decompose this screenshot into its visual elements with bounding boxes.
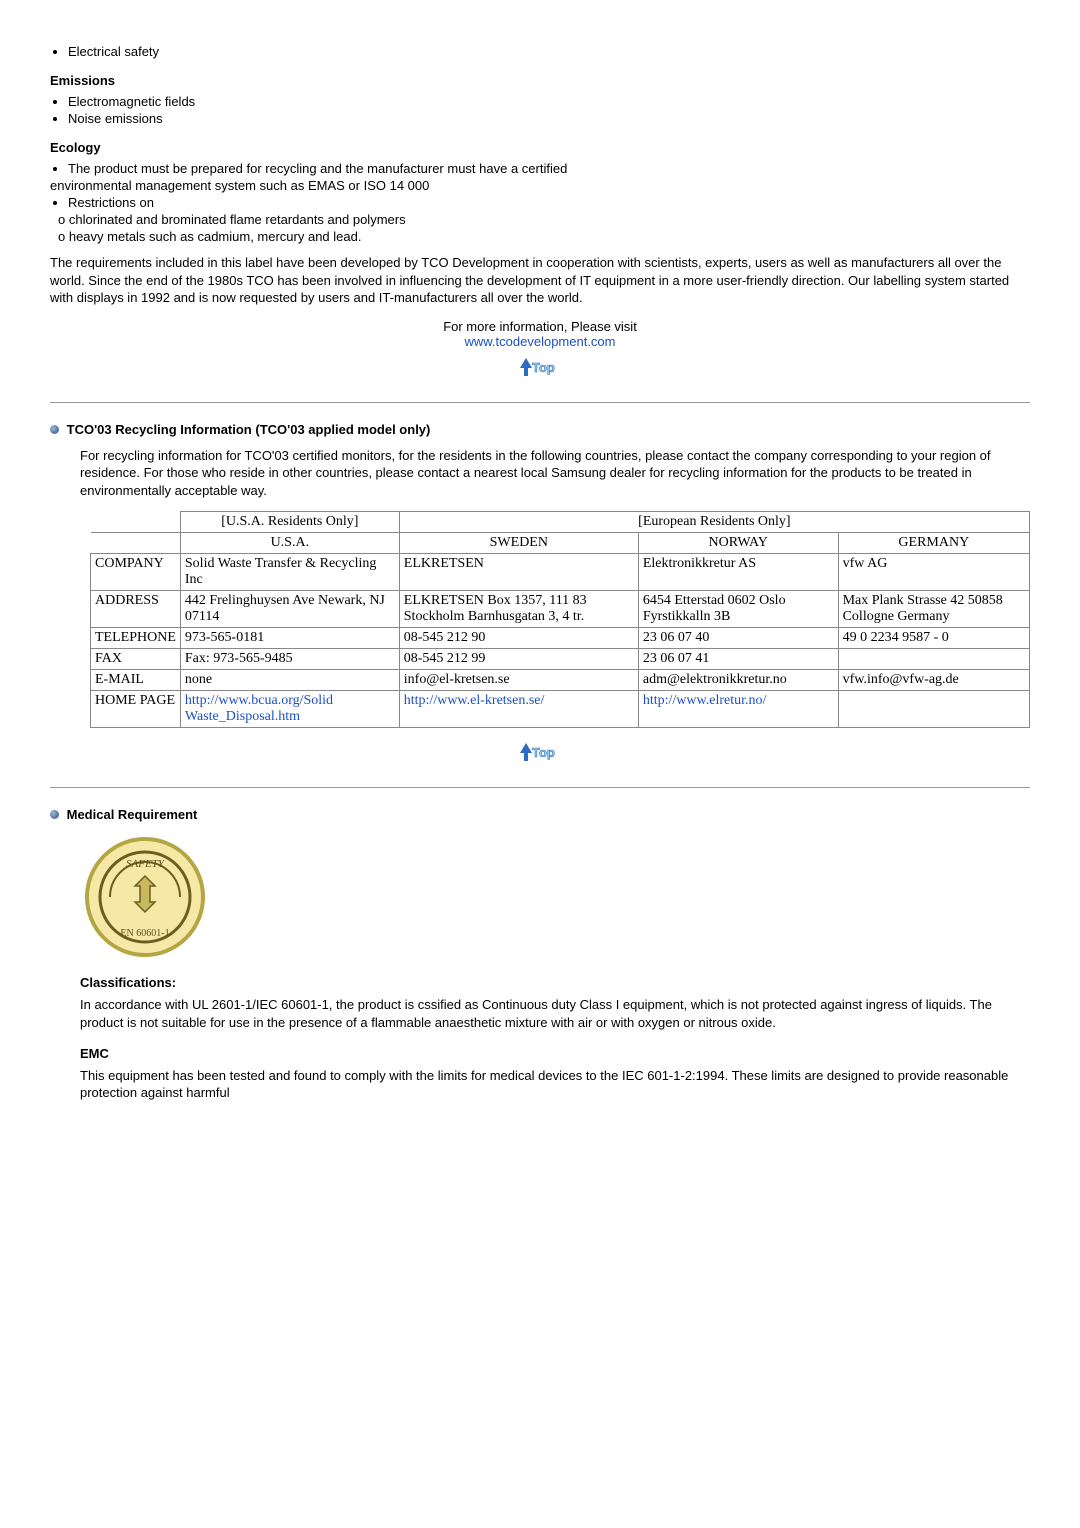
more-info-block: For more information, Please visit www.t… (50, 319, 1030, 384)
tco-link[interactable]: www.tcodevelopment.com (464, 334, 615, 349)
classifications-paragraph: In accordance with UL 2601-1/IEC 60601-1… (80, 996, 1030, 1031)
top-link[interactable]: Top (520, 369, 560, 384)
cell-company-de: vfw AG (838, 554, 1029, 591)
ecology-env-line: environmental management system such as … (50, 178, 1030, 193)
list-item: Electrical safety (68, 44, 1030, 59)
svg-text:SAFETY: SAFETY (126, 858, 166, 870)
row-label-homepage: HOME PAGE (91, 691, 181, 728)
medical-heading: Medical Requirement (50, 806, 1030, 822)
top-arrow-icon: Top (520, 355, 560, 381)
more-info-text: For more information, Please visit (50, 319, 1030, 334)
safety-logo-icon: SAFETY EN 60601-1 (80, 832, 210, 962)
cell-email-se: info@el-kretsen.se (399, 670, 638, 691)
cell-telephone-de: 49 0 2234 9587 - 0 (838, 628, 1029, 649)
cell-fax-us: Fax: 973-565-9485 (180, 649, 399, 670)
bullet-dot-icon (50, 810, 59, 819)
table-header-us: [U.S.A. Residents Only] (180, 512, 399, 533)
table-row: TELEPHONE 973-565-0181 08-545 212 90 23 … (91, 628, 1030, 649)
row-label-company: COMPANY (91, 554, 181, 591)
row-label-telephone: TELEPHONE (91, 628, 181, 649)
cell-fax-se: 08-545 212 99 (399, 649, 638, 670)
emc-paragraph: This equipment has been tested and found… (80, 1067, 1030, 1102)
ecology-sub-item: o chlorinated and brominated flame retar… (58, 212, 1030, 227)
cell-company-se: ELKRETSEN (399, 554, 638, 591)
ecology-sub-list: o chlorinated and brominated flame retar… (58, 212, 1030, 244)
cell-homepage-se: http://www.el-kretsen.se/ (399, 691, 638, 728)
cell-telephone-no: 23 06 07 40 (638, 628, 838, 649)
list-item: The product must be prepared for recycli… (68, 161, 1030, 176)
recycling-paragraph: For recycling information for TCO'03 cer… (80, 447, 1030, 500)
recycling-table: [U.S.A. Residents Only] [European Reside… (90, 511, 1030, 728)
ecology-list-1: The product must be prepared for recycli… (68, 161, 1030, 176)
emissions-list: Electromagnetic fields Noise emissions (68, 94, 1030, 126)
section-divider (50, 787, 1030, 788)
table-row: E-MAIL none info@el-kretsen.se adm@elekt… (91, 670, 1030, 691)
table-row: HOME PAGE http://www.bcua.org/Solid Wast… (91, 691, 1030, 728)
cell-address-de: Max Plank Strasse 42 50858 Collogne Germ… (838, 591, 1029, 628)
table-country-no: NORWAY (638, 533, 838, 554)
homepage-link-no[interactable]: http://www.elretur.no/ (643, 693, 767, 708)
row-label-fax: FAX (91, 649, 181, 670)
table-row: FAX Fax: 973-565-9485 08-545 212 99 23 0… (91, 649, 1030, 670)
cell-homepage-no: http://www.elretur.no/ (638, 691, 838, 728)
top-arrow-icon: Top (520, 740, 560, 766)
section-divider (50, 402, 1030, 403)
classifications-heading: Classifications: (80, 975, 1030, 990)
ecology-sub-item: o heavy metals such as cadmium, mercury … (58, 229, 1030, 244)
cell-fax-no: 23 06 07 41 (638, 649, 838, 670)
tco-recycling-heading: TCO'03 Recycling Information (TCO'03 app… (50, 421, 1030, 437)
cell-email-us: none (180, 670, 399, 691)
top-link[interactable]: Top (520, 754, 560, 769)
ecology-heading: Ecology (50, 140, 1030, 155)
cell-address-us: 442 Frelinghuysen Ave Newark, NJ 07114 (180, 591, 399, 628)
svg-text:EN 60601-1: EN 60601-1 (120, 928, 169, 939)
ecology-list-2: Restrictions on (68, 195, 1030, 210)
table-country-de: GERMANY (838, 533, 1029, 554)
cell-email-no: adm@elektronikkretur.no (638, 670, 838, 691)
row-label-email: E-MAIL (91, 670, 181, 691)
requirements-paragraph: The requirements included in this label … (50, 254, 1030, 307)
cell-homepage-de (838, 691, 1029, 728)
cell-fax-de (838, 649, 1029, 670)
cell-company-us: Solid Waste Transfer & Recycling Inc (180, 554, 399, 591)
top-block-2: Top (50, 740, 1030, 769)
table-cell-empty (91, 533, 181, 554)
list-item: Electromagnetic fields (68, 94, 1030, 109)
list-item: Noise emissions (68, 111, 1030, 126)
cell-email-de: vfw.info@vfw-ag.de (838, 670, 1029, 691)
table-country-us: U.S.A. (180, 533, 399, 554)
homepage-link-se[interactable]: http://www.el-kretsen.se/ (404, 693, 545, 708)
cell-address-se: ELKRETSEN Box 1357, 111 83 Stockholm Bar… (399, 591, 638, 628)
cell-company-no: Elektronikkretur AS (638, 554, 838, 591)
table-country-se: SWEDEN (399, 533, 638, 554)
emc-heading: EMC (80, 1046, 1030, 1061)
electrical-list: Electrical safety (68, 44, 1030, 59)
safety-logo: SAFETY EN 60601-1 (80, 832, 1030, 965)
emissions-heading: Emissions (50, 73, 1030, 88)
list-item: Restrictions on (68, 195, 1030, 210)
row-label-address: ADDRESS (91, 591, 181, 628)
homepage-link-us[interactable]: http://www.bcua.org/Solid Waste_Disposal… (185, 693, 333, 724)
cell-telephone-se: 08-545 212 90 (399, 628, 638, 649)
classifications-block: Classifications: In accordance with UL 2… (80, 975, 1030, 1101)
cell-telephone-us: 973-565-0181 (180, 628, 399, 649)
cell-address-no: 6454 Etterstad 0602 Oslo Fyrstikkalln 3B (638, 591, 838, 628)
table-cell-empty (91, 512, 181, 533)
table-header-eu: [European Residents Only] (399, 512, 1029, 533)
bullet-dot-icon (50, 425, 59, 434)
table-row: COMPANY Solid Waste Transfer & Recycling… (91, 554, 1030, 591)
cell-homepage-us: http://www.bcua.org/Solid Waste_Disposal… (180, 691, 399, 728)
table-row: ADDRESS 442 Frelinghuysen Ave Newark, NJ… (91, 591, 1030, 628)
